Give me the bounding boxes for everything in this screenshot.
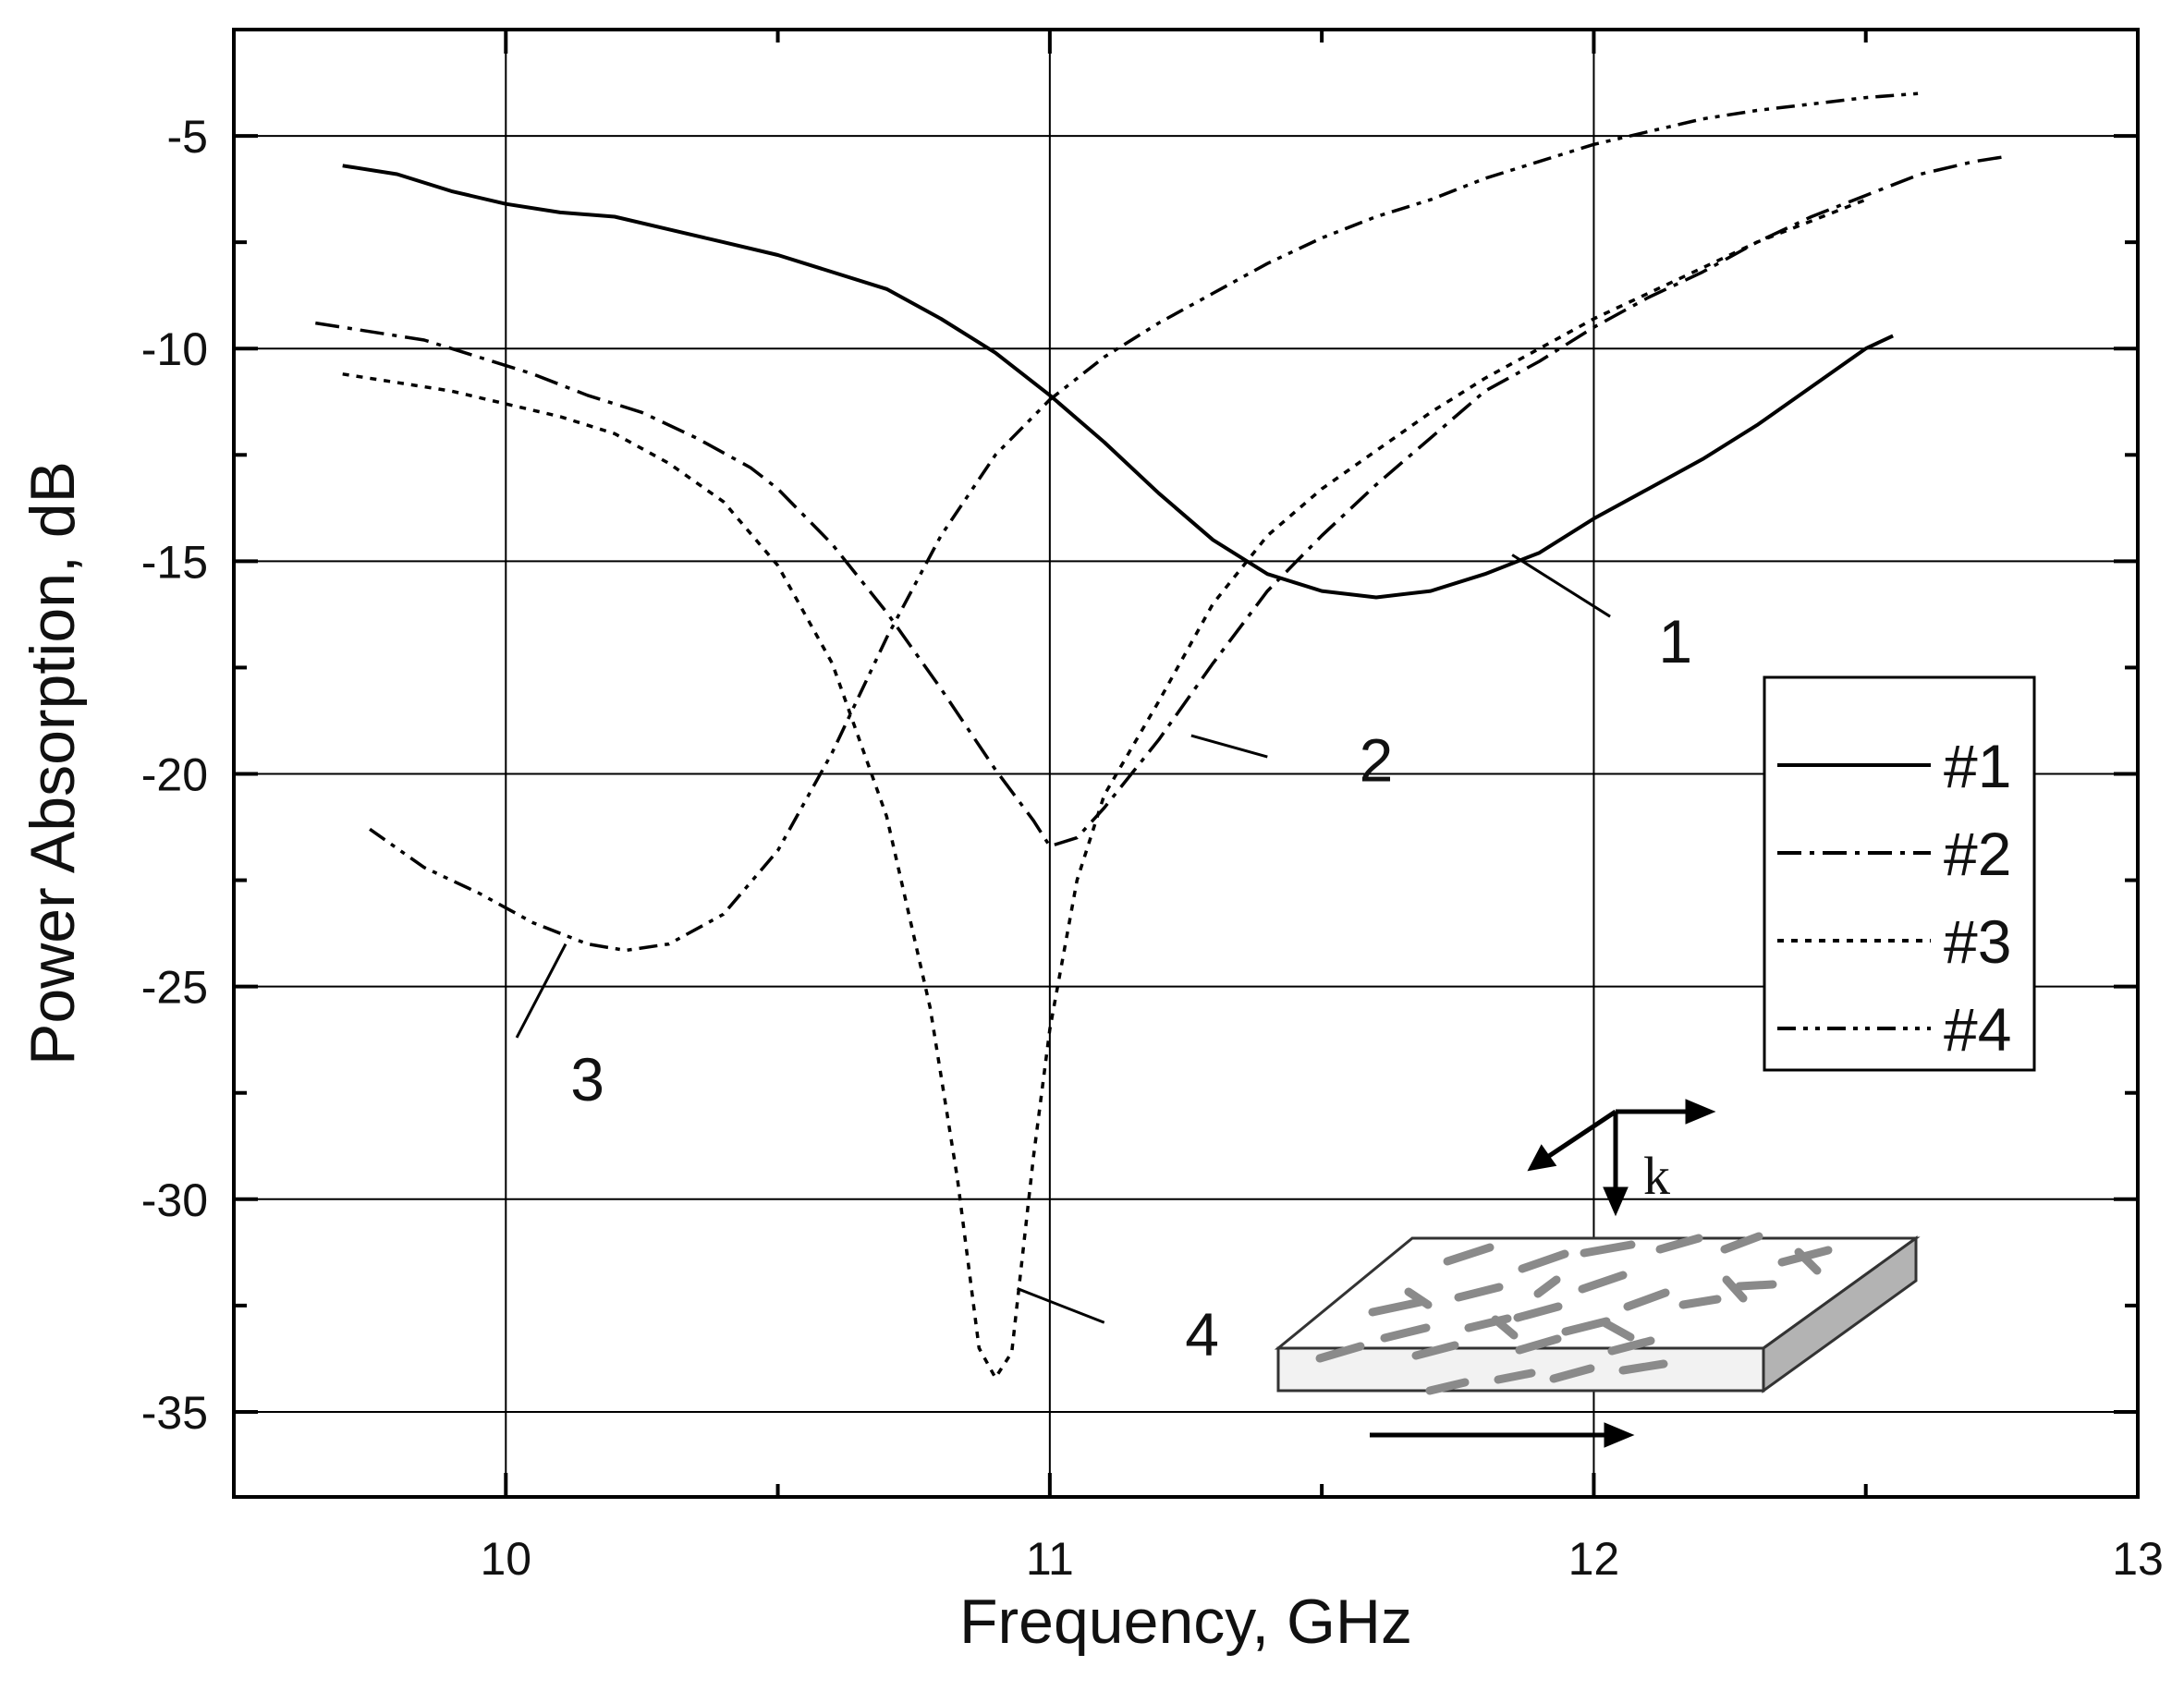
fiber bbox=[1735, 1280, 1777, 1291]
arrow-k-head bbox=[1603, 1186, 1629, 1217]
fiber bbox=[1561, 1317, 1611, 1336]
fiber bbox=[1425, 1378, 1470, 1395]
tick-labels: 10 11 12 13-5-10-15-20-25-30-35 bbox=[141, 111, 2164, 1585]
sample-slab bbox=[1274, 1232, 1921, 1395]
callout-leader-2 bbox=[1190, 734, 1268, 759]
callout-label-2: 2 bbox=[1360, 726, 1394, 795]
series-line-3 bbox=[342, 198, 1867, 1380]
callout-label-4: 4 bbox=[1185, 1300, 1219, 1368]
callout-label-1: 1 bbox=[1658, 607, 1692, 675]
arrow-diag-head bbox=[1527, 1144, 1557, 1172]
x-tick-label: 10 bbox=[480, 1533, 531, 1585]
y-tick-label: -30 bbox=[141, 1174, 208, 1226]
fiber bbox=[1794, 1247, 1822, 1275]
x-tick-label: 12 bbox=[1568, 1533, 1620, 1585]
y-tick-label: -10 bbox=[141, 323, 208, 375]
fiber bbox=[1607, 1336, 1655, 1356]
fiber bbox=[1549, 1364, 1595, 1383]
fiber bbox=[1580, 1240, 1636, 1258]
legend-label-1: #1 bbox=[1944, 732, 2011, 800]
series-line-1 bbox=[342, 164, 1894, 600]
fiber bbox=[1722, 1275, 1748, 1303]
y-tick-label: -5 bbox=[167, 111, 208, 163]
arrow-bottom-head bbox=[1604, 1422, 1635, 1448]
fiber bbox=[1513, 1302, 1563, 1322]
fiber bbox=[1380, 1323, 1431, 1343]
legend-label-2: #2 bbox=[1944, 820, 2011, 888]
fiber bbox=[1618, 1359, 1668, 1375]
fiber bbox=[1601, 1319, 1635, 1342]
fiber bbox=[1533, 1275, 1561, 1298]
grid-lines bbox=[234, 30, 2139, 1497]
callout-layer: 1 2 3 4 bbox=[515, 553, 1692, 1368]
y-tick-label: -15 bbox=[141, 536, 208, 588]
wave-vector-label: k bbox=[1643, 1146, 1670, 1206]
y-tick-label: -20 bbox=[141, 749, 208, 801]
callout-label-3: 3 bbox=[570, 1045, 604, 1113]
arrow-x-head bbox=[1685, 1099, 1716, 1125]
fiber bbox=[1623, 1288, 1670, 1311]
callout-leader-1 bbox=[1511, 553, 1611, 618]
callout-leader-3 bbox=[515, 943, 567, 1039]
callout-leader-4 bbox=[1016, 1287, 1105, 1324]
fiber bbox=[1518, 1249, 1569, 1273]
series-line-4 bbox=[369, 91, 1921, 953]
fiber bbox=[1315, 1342, 1365, 1363]
y-tick-label: -25 bbox=[141, 962, 208, 1014]
sample-inset: k bbox=[1274, 1099, 1921, 1448]
fiber bbox=[1368, 1297, 1425, 1317]
slab-side-face bbox=[1762, 1235, 1918, 1393]
x-axis-title: Frequency, GHz bbox=[959, 1587, 1412, 1657]
fiber bbox=[1578, 1271, 1628, 1294]
field-arrows bbox=[1370, 1099, 1716, 1448]
fiber bbox=[1454, 1283, 1504, 1302]
fiber bbox=[1720, 1232, 1763, 1254]
y-axis-title: Power Absorption, dB bbox=[18, 461, 88, 1065]
fiber bbox=[1515, 1334, 1562, 1355]
plot-frame bbox=[232, 28, 2140, 1499]
y-tick-label: -35 bbox=[141, 1387, 208, 1439]
fiber bbox=[1491, 1315, 1519, 1340]
fiber bbox=[1404, 1287, 1433, 1309]
x-tick-label: 13 bbox=[2112, 1533, 2164, 1585]
fiber bbox=[1494, 1368, 1536, 1384]
fiber bbox=[1678, 1295, 1722, 1309]
axis-ticks bbox=[232, 28, 2140, 1497]
fiber bbox=[1443, 1243, 1495, 1266]
slab-front-face bbox=[1276, 1346, 1765, 1393]
fiber-inclusions bbox=[1315, 1232, 1833, 1395]
legend: #1 #2 #3 #4 bbox=[1763, 675, 2036, 1072]
series-line-2 bbox=[315, 155, 2003, 848]
legend-box bbox=[1763, 675, 2036, 1072]
fiber bbox=[1655, 1234, 1703, 1254]
legend-label-3: #3 bbox=[1944, 907, 2011, 976]
arrow-diag-line bbox=[1542, 1109, 1617, 1162]
series-layer bbox=[315, 91, 2003, 1380]
fiber bbox=[1411, 1341, 1459, 1360]
x-tick-label: 11 bbox=[1026, 1533, 1074, 1585]
legend-label-4: #4 bbox=[1944, 995, 2011, 1064]
